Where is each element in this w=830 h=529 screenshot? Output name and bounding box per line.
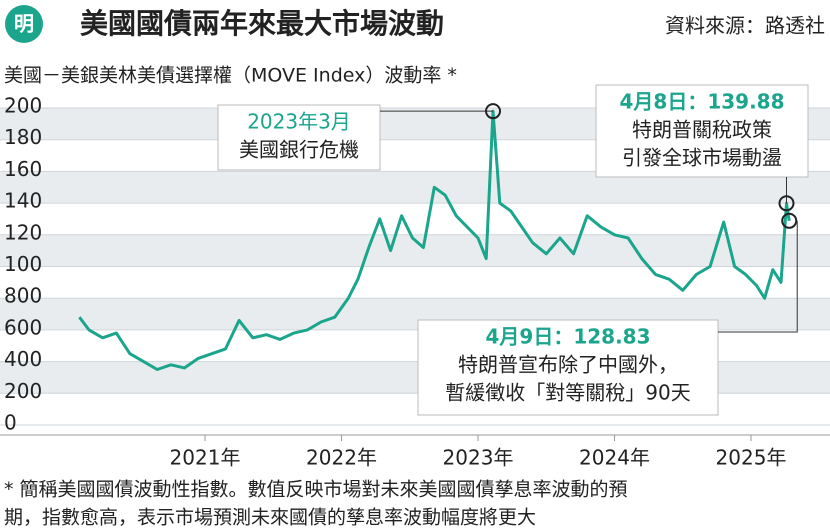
annotation: 暫緩徵收「對等關稅」90天 (445, 381, 690, 405)
annotation: 特朗普宣布除了中國外， (458, 353, 678, 377)
annotation-box (217, 104, 381, 171)
y-tick-label: 600 (4, 315, 42, 339)
source: 資料來源：路透社 (665, 14, 825, 38)
annotation-box (417, 319, 719, 416)
y-tick-label: 120 (4, 220, 42, 244)
x-tick-label: 2022年 (306, 446, 377, 470)
y-tick-label: 100 (4, 252, 42, 276)
annotation-box (595, 84, 809, 178)
chart-title: 美國國債兩年來最大市場波動 (80, 7, 444, 40)
y-tick-label: 800 (4, 284, 42, 308)
annotation: 4月9日：128.83 (485, 325, 650, 349)
annotation: 2023年3月 (247, 110, 351, 134)
line (78, 109, 791, 371)
y-tick-label: 140 (4, 189, 42, 213)
marker (485, 103, 502, 120)
y-tick-label: 400 (4, 347, 42, 371)
x-tick-label: 2023年 (443, 446, 514, 470)
annotation: 美國銀行危機 (239, 138, 359, 162)
footnote: 期，指數愈高，表示市場預測未來國債的孳息率波動幅度將更大 (4, 507, 536, 529)
y-tick-label: 200 (4, 94, 42, 118)
annotation: 引發全球市場動盪 (622, 146, 782, 170)
y-tick-label: 160 (4, 157, 42, 181)
logo-bg (5, 5, 43, 43)
y-tick-label: 180 (4, 125, 42, 149)
footnote: * 簡稱美國國債波動性指數。數值反映市場對未來美國國債孳息率波動的預 (4, 479, 628, 501)
marker (781, 212, 798, 229)
annotation: 特朗普關稅政策 (632, 118, 772, 142)
x-tick-label: 2024年 (579, 446, 650, 470)
connector (718, 220, 798, 333)
logo: 明 (14, 12, 34, 36)
y-tick-label: 0 (4, 411, 17, 435)
x-tick-label: 2025年 (716, 446, 787, 470)
annotation: 4月8日：139.88 (619, 90, 784, 114)
x-tick-label: 2021年 (170, 446, 241, 470)
marker (778, 195, 795, 212)
y-tick-label: 200 (4, 379, 42, 403)
subtitle: 美國－美銀美林美債選擇權（MOVE Index）波動率 * (4, 65, 457, 87)
